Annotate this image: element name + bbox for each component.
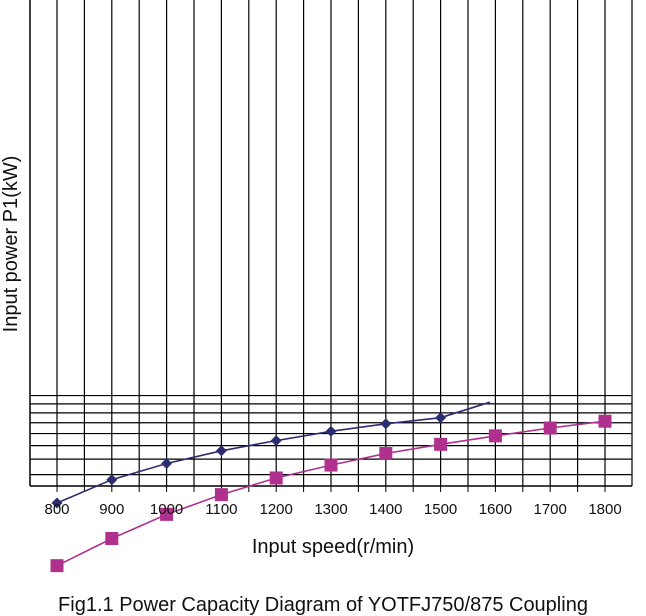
grid — [30, 0, 632, 486]
x-tick-label: 800 — [44, 501, 69, 518]
series-2-point — [214, 488, 228, 502]
series-1-point — [270, 435, 282, 447]
series-2-point — [269, 471, 283, 485]
x-tick-labels: 800 900 1000 1100 1200 1300 1400 1500 1600 1700 18… — [44, 501, 621, 518]
series-1-point — [325, 425, 337, 437]
series-2-point — [324, 458, 338, 472]
x-tick-label: 1700 — [534, 501, 567, 518]
x-tick-label: 1300 — [314, 501, 347, 518]
x-tick-label: 1000 — [150, 501, 183, 518]
series-1-point — [435, 412, 447, 424]
figure-caption: Fig1.1 Power Capacity Diagram of YOTFJ75… — [58, 594, 588, 616]
series-2-point — [488, 429, 502, 443]
series-1-point — [106, 474, 118, 486]
x-axis-title: Input speed(r/min) — [252, 536, 414, 558]
series-1-point — [51, 497, 63, 509]
series-2-point — [105, 531, 119, 545]
series-2-point — [434, 437, 448, 451]
series-2-point — [160, 507, 174, 521]
x-tick-label: 1500 — [424, 501, 457, 518]
series-2-point — [379, 447, 393, 461]
x-tick-label: 1400 — [369, 501, 402, 518]
y-axis-title: Input power P1(kW) — [0, 156, 22, 333]
x-tick-label: 1200 — [260, 501, 293, 518]
series-2-point — [598, 414, 612, 428]
series-1-point — [380, 418, 392, 430]
series-1-line — [56, 401, 491, 504]
x-tick-label: 900 — [99, 501, 124, 518]
x-tick-label: 1800 — [588, 501, 621, 518]
series-1-point — [215, 445, 227, 457]
series-2-point — [543, 421, 557, 435]
series-1-point — [161, 458, 173, 470]
series-layer — [50, 401, 612, 573]
x-tick-label: 1600 — [479, 501, 512, 518]
series-2-point — [50, 559, 64, 573]
x-tick-label: 1100 — [205, 501, 237, 518]
